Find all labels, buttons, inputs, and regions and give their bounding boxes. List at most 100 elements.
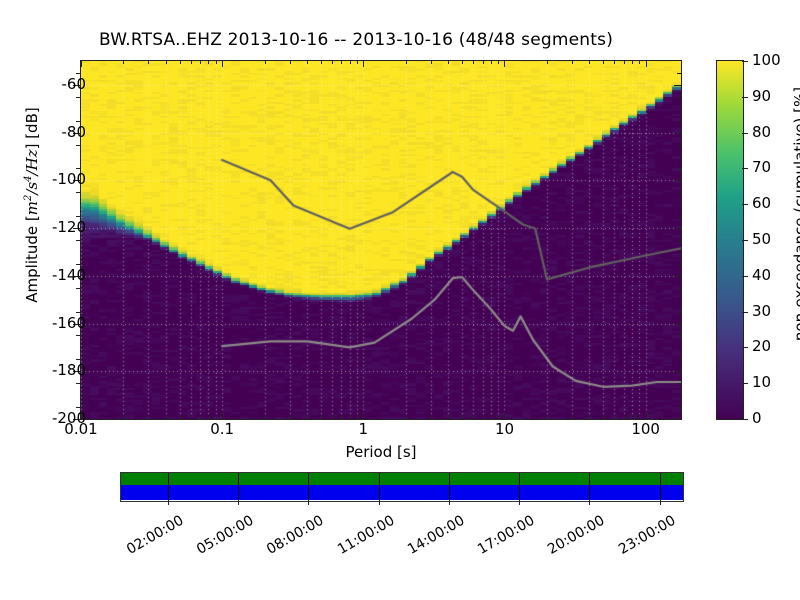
y-tick-minor-right: [677, 240, 681, 241]
x-tick-minor-top: [264, 60, 266, 64]
x-tick-minor: [623, 415, 625, 419]
x-tick-minor-top: [546, 60, 548, 64]
x-tick-minor: [430, 415, 432, 419]
x-tick-minor-top: [631, 60, 633, 64]
colorbar-tick-60: [742, 204, 748, 206]
x-tick-label-100: 100: [631, 420, 660, 438]
y-tick-minor: [76, 120, 80, 122]
y-tick-major: [73, 419, 80, 420]
colorbar-tick-20: [742, 347, 748, 349]
y-tick-major-right: [674, 419, 681, 420]
y-tick-minor: [76, 144, 80, 146]
y-tick-major: [73, 323, 80, 325]
x-tick-minor: [631, 415, 633, 419]
x-tick-minor: [482, 415, 484, 419]
ppsd-histogram-canvas: [81, 61, 681, 419]
x-tick-minor-top: [349, 60, 351, 64]
y-tick-label--100: -100: [51, 170, 86, 189]
x-tick-minor-top: [341, 60, 343, 64]
colorbar-tick-50: [742, 240, 748, 241]
x-tick-minor-top: [289, 60, 291, 64]
colorbar[interactable]: [716, 60, 744, 420]
y-tick-minor: [76, 192, 80, 194]
y-tick-major: [73, 132, 80, 134]
y-tick-minor-right: [677, 407, 681, 409]
timeline-tick-14:00:00: [448, 500, 450, 505]
x-tick-label-10: 10: [494, 420, 515, 438]
y-tick-label--160: -160: [51, 313, 86, 332]
timeline-tick-label-23:00:00: 23:00:00: [615, 512, 679, 558]
colorbar-tick-30: [742, 311, 748, 313]
y-tick-minor: [76, 359, 80, 361]
colorbar-tick-70: [742, 168, 748, 170]
x-tick-major-top: [645, 60, 647, 67]
data-coverage-timeline[interactable]: [120, 472, 684, 502]
colorbar-tick-label-70: 70: [752, 158, 772, 177]
y-tick-label--200: -200: [51, 409, 86, 427]
x-tick-minor: [405, 415, 407, 419]
x-tick-minor-top: [215, 60, 217, 64]
timeline-tick-20:00:00: [589, 500, 591, 505]
x-tick-major-top: [504, 60, 506, 67]
colorbar-tick-label-40: 40: [752, 265, 772, 284]
y-tick-major: [73, 84, 80, 86]
x-tick-major-top: [222, 60, 224, 67]
colorbar-tick-10: [742, 383, 748, 385]
x-tick-minor-top: [448, 60, 450, 64]
x-tick-minor: [215, 415, 217, 419]
y-tick-minor-right: [677, 144, 681, 146]
x-tick-minor-top: [123, 60, 125, 64]
x-tick-minor: [123, 415, 125, 419]
y-tick-minor-right: [677, 120, 681, 122]
y-tick-minor-right: [677, 311, 681, 313]
x-tick-minor: [603, 415, 605, 419]
x-tick-minor-top: [461, 60, 463, 64]
y-tick-major-right: [674, 180, 681, 182]
timeline-tick-17:00:00: [519, 500, 521, 505]
x-tick-minor: [490, 415, 492, 419]
x-tick-minor-top: [623, 60, 625, 64]
y-tick-minor-right: [677, 168, 681, 170]
x-tick-minor: [639, 415, 641, 419]
x-tick-major-top: [81, 60, 82, 67]
x-tick-major: [645, 412, 647, 419]
y-tick-minor-right: [677, 359, 681, 361]
colorbar-tick-label-80: 80: [752, 122, 772, 141]
y-tick-minor: [76, 407, 80, 409]
y-tick-minor: [76, 168, 80, 170]
x-tick-label-0.1: 0.1: [210, 420, 235, 438]
x-tick-minor-top: [430, 60, 432, 64]
y-tick-label--80: -80: [61, 122, 87, 141]
colorbar-tick-40: [742, 275, 748, 277]
y-tick-major: [73, 371, 80, 373]
y-tick-minor: [76, 263, 80, 265]
x-tick-minor: [589, 415, 591, 419]
y-tick-minor-right: [677, 263, 681, 265]
timeline-separator: [167, 473, 169, 500]
y-tick-major-right: [674, 84, 681, 86]
colorbar-tick-label-0: 0: [752, 409, 762, 427]
timeline-separator: [589, 473, 591, 500]
y-tick-minor-right: [677, 192, 681, 194]
y-tick-minor: [76, 216, 80, 218]
x-tick-minor: [179, 415, 181, 419]
x-tick-minor-top: [498, 60, 500, 64]
timeline-tick-05:00:00: [238, 500, 240, 505]
y-axis-label: Amplitude [m2/s4/Hz] [dB]: [23, 5, 41, 405]
x-tick-minor: [461, 415, 463, 419]
y-tick-major: [73, 228, 80, 230]
timeline-tick-label-08:00:00: 08:00:00: [264, 512, 327, 558]
y-tick-minor-right: [677, 96, 681, 98]
x-tick-major: [222, 412, 224, 419]
y-tick-major: [73, 275, 80, 277]
timeline-tick-08:00:00: [308, 500, 310, 505]
x-tick-minor-top: [482, 60, 484, 64]
x-tick-minor: [190, 415, 192, 419]
ppsd-axes[interactable]: [80, 60, 682, 420]
y-tick-major: [73, 180, 80, 182]
x-tick-minor-top: [571, 60, 573, 64]
x-tick-minor: [349, 415, 351, 419]
colorbar-tick-0: [742, 419, 748, 420]
x-tick-minor-top: [179, 60, 181, 64]
